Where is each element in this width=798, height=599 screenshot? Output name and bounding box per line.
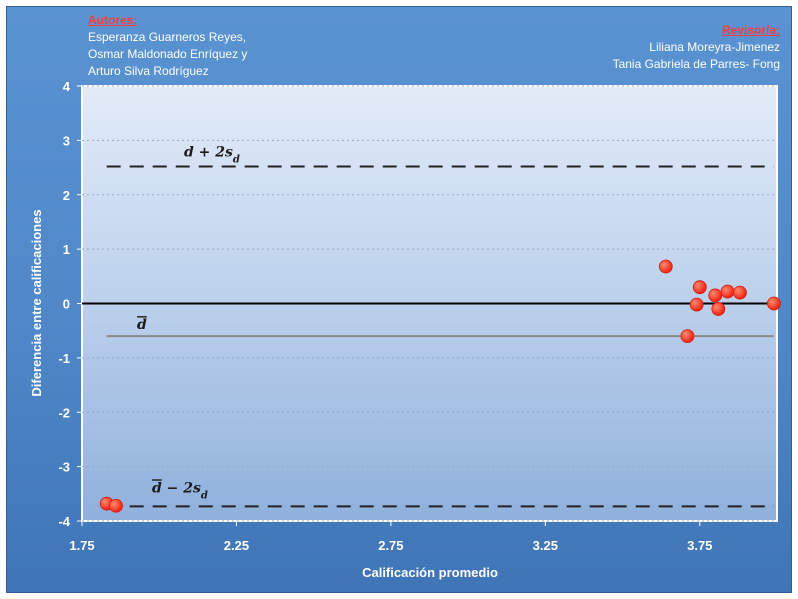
y-tick-label: 0	[63, 297, 70, 312]
data-point	[689, 297, 704, 312]
data-point	[692, 280, 707, 295]
authors-label: Autores:	[88, 13, 138, 27]
reviewer-line: Liliana Moreyra-Jimenez	[649, 40, 780, 54]
y-axis-label: Diferencia entre calificaciones	[29, 209, 44, 396]
data-point	[711, 302, 726, 316]
y-tick-label: -1	[58, 351, 70, 366]
author-line: Esperanza Guarneros Reyes,	[88, 30, 247, 44]
upper-limit-label: d + 2sd	[184, 144, 240, 165]
author-line: Osmar Maldonado Enríquez y	[88, 47, 248, 61]
y-tick-label: 2	[63, 188, 70, 203]
data-point	[733, 285, 747, 300]
x-tick-label: 1.75	[69, 538, 94, 553]
x-tick-label: 3.25	[533, 538, 558, 553]
x-tick-label: 2.75	[378, 538, 403, 553]
data-point	[767, 296, 781, 311]
x-tick-label: 2.25	[224, 538, 249, 553]
mean-difference-label: d	[137, 317, 147, 333]
y-tick-label: 3	[63, 133, 70, 148]
y-tick-label: -3	[58, 460, 70, 475]
data-point	[680, 329, 695, 344]
x-axis-label: Calificación promedio	[362, 565, 498, 580]
y-tick-label: 1	[63, 242, 70, 257]
y-tick-label: 4	[63, 79, 71, 94]
y-tick-label: -2	[58, 405, 70, 420]
data-point	[720, 284, 735, 299]
data-point	[109, 498, 123, 513]
lower-limit-label: d − 2sd	[152, 480, 208, 501]
reviewer-line: Tania Gabriela de Parres- Fong	[612, 57, 780, 71]
data-point	[658, 259, 673, 274]
authors-block: Autores: Esperanza Guarneros Reyes, Osma…	[88, 12, 247, 80]
x-tick-label: 3.75	[687, 538, 712, 553]
data-point	[708, 288, 723, 303]
author-line: Arturo Silva Rodríguez	[88, 64, 209, 78]
reviewers-block: Revisor/a: Liliana Moreyra-Jimenez Tania…	[613, 22, 780, 73]
y-tick-label: -4	[58, 514, 70, 529]
reviewers-label: Revisor/a:	[721, 23, 780, 37]
